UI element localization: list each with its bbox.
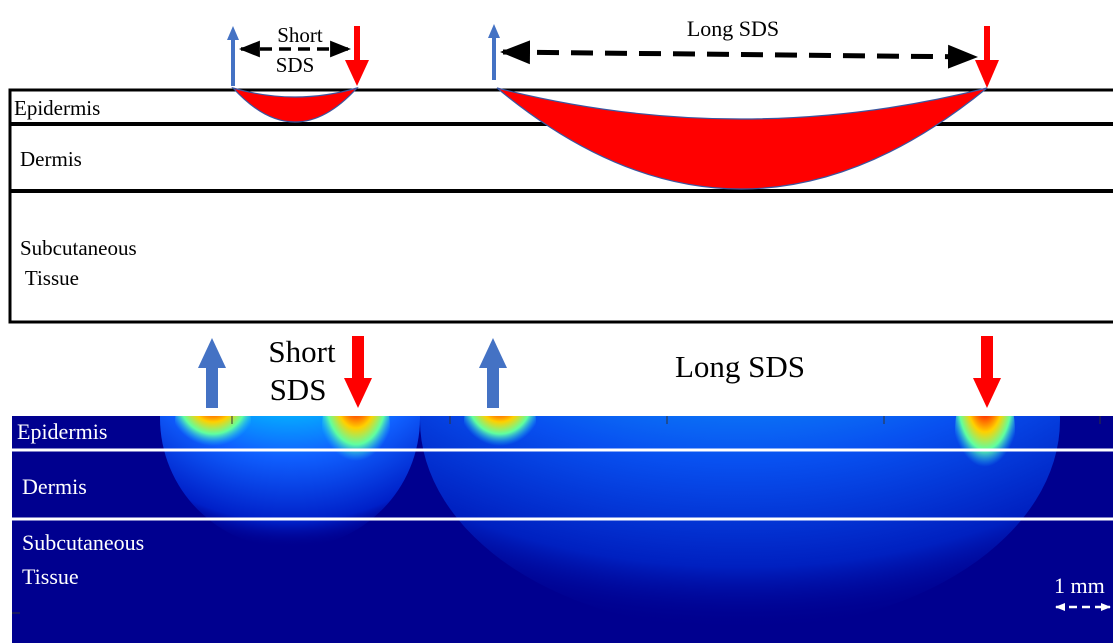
figure: ShortSDS Long SDS Epidermis Dermis Subcu… bbox=[0, 0, 1113, 643]
label-line: Short bbox=[268, 334, 336, 369]
layer-label: Epidermis bbox=[14, 96, 100, 120]
detector-arrow-head bbox=[975, 60, 999, 88]
label-line: Subcutaneous bbox=[22, 530, 144, 555]
detector-arrow bbox=[352, 336, 364, 380]
source-arrow bbox=[487, 366, 499, 408]
source-arrow-head bbox=[227, 26, 239, 40]
detector-arrow bbox=[981, 336, 993, 380]
label-line: SDS bbox=[276, 53, 315, 77]
label-line: Short bbox=[277, 23, 323, 47]
layer-label: Epidermis bbox=[17, 419, 107, 444]
distance-arrow bbox=[503, 52, 975, 57]
long-sds-label: Long SDS bbox=[675, 349, 805, 384]
detector-arrow-head bbox=[973, 378, 1001, 408]
label-line: Tissue bbox=[22, 564, 79, 589]
source-arrow-head bbox=[488, 24, 500, 38]
layer-label: Dermis bbox=[22, 474, 87, 499]
detector-arrow-head bbox=[345, 60, 369, 86]
schematic: Short SDS Long SDS Epidermis Dermis Subcu… bbox=[10, 16, 1113, 322]
label-line: Subcutaneous bbox=[20, 236, 137, 260]
scale-bar-label: 1 mm bbox=[1054, 573, 1105, 598]
source-arrow-head bbox=[479, 338, 507, 368]
long-sds-label: Long SDS bbox=[687, 16, 779, 41]
source-arrow-head bbox=[198, 338, 226, 368]
label-line: Tissue bbox=[20, 266, 79, 290]
source-arrow bbox=[206, 366, 218, 408]
layer-label: Dermis bbox=[20, 147, 82, 171]
label-line: SDS bbox=[270, 372, 327, 407]
detector-arrow-head bbox=[344, 378, 372, 408]
